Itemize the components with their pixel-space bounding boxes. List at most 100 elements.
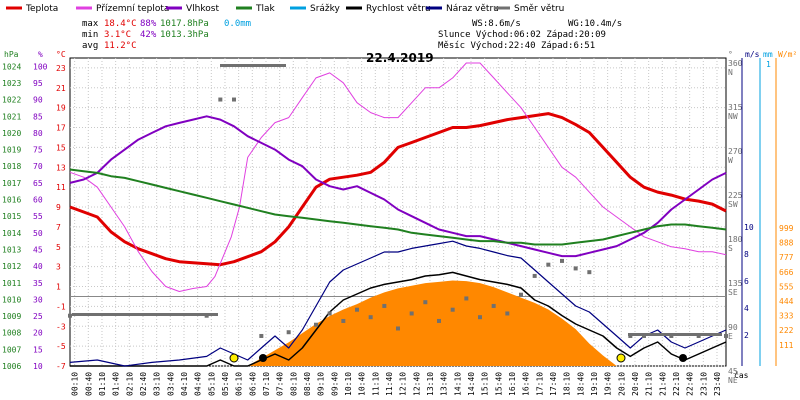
axes: 1024102310221021102010191018101710161015… [2,58,794,396]
wind-direction-point [355,307,359,312]
direction-tick-value: 180 [728,235,743,244]
time-tick-label: 07:40 [276,372,285,396]
direction-tick-cardinal: NW [728,112,738,121]
stat-min-label: min [82,30,98,40]
legend: Teplota Přízemní teplota Vlhkost Tlak Sr… [6,4,564,14]
humidity-tick-label: 40 [33,262,43,271]
time-tick-label: 18:10 [563,372,572,396]
time-tick-label: 17:40 [549,372,558,396]
time-tick-label: 19:10 [590,372,599,396]
wind-direction-point [587,270,592,275]
wind-direction-point [464,296,469,301]
humidity-tick-label: 10 [33,362,43,371]
direction-tick-cardinal: N [728,68,733,77]
time-tick-label: 18:40 [576,372,585,396]
sunrise-marker [229,353,239,363]
wind-direction-point [382,303,387,308]
stat-moon: Měsíc Východ:22:40 Západ:6:51 [438,41,595,51]
axis-units: hPa % °C ° m/s mm W/m² čas [4,50,797,380]
time-tick-label: 01:40 [112,372,121,396]
wind-direction-point [450,307,455,312]
temperature-tick-label: 3 [56,263,61,272]
solar-tick-label: 111 [779,341,794,350]
time-tick-label: 11:40 [385,372,394,396]
series-line-3 [69,168,727,246]
legend-label-2: Vlhkost [186,4,219,14]
time-tick-label: 20:40 [631,372,640,396]
time-tick-label: 16:40 [522,372,531,396]
wind-direction-point [396,326,400,331]
humidity-tick-label: 50 [33,229,43,238]
night-bar-right [628,333,722,336]
humidity-tick-label: 75 [33,146,43,155]
wind-direction-point [560,258,564,263]
time-tick-label: 09:10 [317,372,326,396]
wind-tick-label: 6 [744,277,749,286]
direction-tick-value: 315 [728,103,743,112]
time-tick-label: 13:10 [426,372,435,396]
legend-label-7: Směr větru [514,4,564,14]
humidity-tick-label: 100 [33,62,48,71]
stat-gust: WG:10.4m/s [568,19,622,29]
legend-label-4: Srážky [310,4,341,14]
direction-tick-value: 90 [728,323,738,332]
stat-max-temp: 18.4°C [104,19,137,29]
time-tick-label: 04:10 [180,372,189,396]
unit-wm2: W/m² [778,50,797,59]
solar-tick-label: 888 [779,239,794,248]
solar-tick-label: 333 [779,312,794,321]
humidity-tick-label: 80 [33,129,43,138]
pressure-tick-label: 1011 [2,279,21,288]
solar-tick-label: 777 [779,253,794,262]
wind-direction-point [286,330,291,335]
pressure-tick-label: 1022 [2,96,21,105]
night-bar-top [220,64,286,67]
wind-direction-point [314,322,318,327]
solar-tick-label: 444 [779,297,794,306]
pressure-tick-label: 1010 [2,295,21,304]
temperature-tick-label: -5 [56,342,66,351]
wind-tick-label: 2 [744,331,749,340]
moonset-marker [259,354,267,362]
pressure-tick-label: 1013 [2,245,21,254]
temperature-tick-label: 13 [56,163,66,172]
temperature-tick-label: 7 [56,223,61,232]
direction-tick-cardinal: E [728,332,733,341]
unit-pct: % [38,50,43,59]
time-tick-label: 17:10 [535,372,544,396]
direction-tick-cardinal: W [728,156,733,165]
stat-avg-temp: 11.2°C [104,41,137,51]
time-tick-label: 23:40 [713,372,722,396]
temperature-tick-label: -7 [56,362,66,371]
pressure-tick-label: 1016 [2,196,21,205]
pressure-tick-label: 1023 [2,79,21,88]
temperature-tick-label: 11 [56,183,66,192]
humidity-tick-label: 60 [33,196,43,205]
time-tick-label: 08:40 [303,372,312,396]
stat-max-rain: 0.0mm [224,19,251,29]
wind-direction-point [368,315,373,320]
series-layer [68,62,728,367]
wind-direction-point [491,303,496,308]
solar-radiation-area [247,280,617,366]
unit-time: čas [734,370,749,380]
time-tick-label: 19:40 [604,372,613,396]
wind-direction-point [341,318,346,323]
direction-tick-value: 135 [728,279,743,288]
time-tick-label: 07:10 [262,372,271,396]
time-tick-label: 14:40 [467,372,476,396]
time-tick-label: 01:10 [98,372,107,396]
pressure-tick-label: 1014 [2,229,21,238]
direction-tick-value: 360 [728,59,743,68]
pressure-tick-label: 1019 [2,146,21,155]
unit-ms: m/s [745,50,760,59]
sunset-marker [616,353,626,363]
wind-direction-point [532,273,537,278]
time-tick-label: 15:40 [494,372,503,396]
temperature-tick-label: 17 [56,124,66,133]
pressure-tick-label: 1006 [2,362,21,371]
temperature-tick-label: -1 [56,302,66,311]
solar-layer [247,280,617,366]
legend-label-0: Teplota [25,4,58,14]
direction-tick-cardinal: S [728,244,733,253]
